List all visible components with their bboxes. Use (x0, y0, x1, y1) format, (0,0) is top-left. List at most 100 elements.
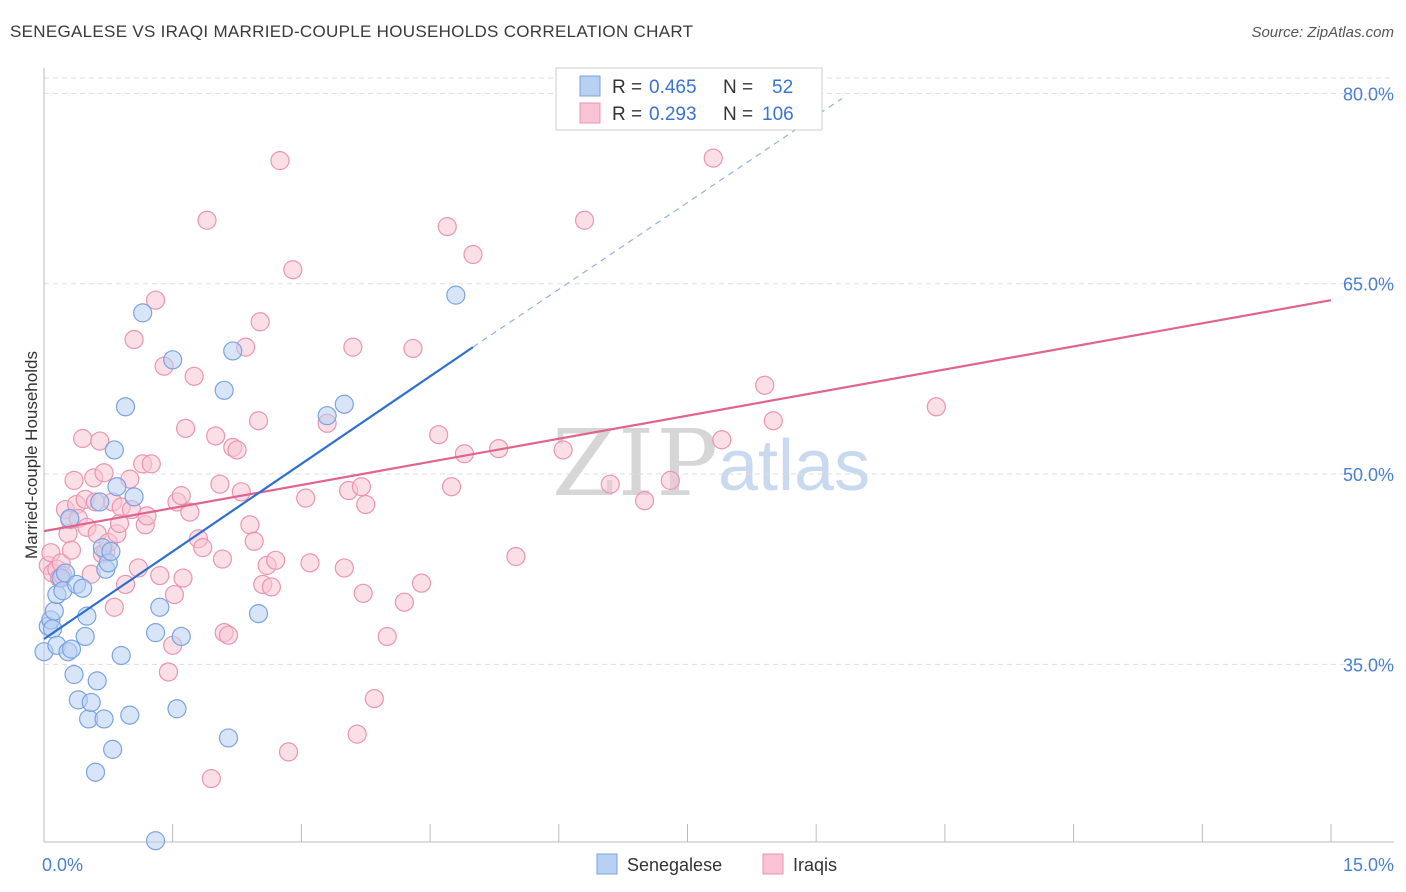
iraqis-point-89 (403, 338, 423, 359)
senegalese-point-16 (73, 578, 93, 598)
iraqis-point-50 (180, 502, 200, 522)
iraqis-point-67 (248, 411, 269, 431)
iraqis-point-34 (124, 329, 144, 350)
senegalese-point-20 (81, 692, 101, 713)
correlation-legend: R = 0.465 N = 52 R = 0.293 N = 106 (555, 67, 823, 131)
iraqis-point-100 (600, 474, 620, 494)
iraqis-point-79 (334, 558, 354, 578)
senegalese-point-49 (446, 285, 466, 305)
senegalese-point-36 (133, 303, 153, 323)
iraqis-point-48 (173, 568, 193, 588)
iraqis-point-81 (343, 337, 363, 357)
iraqis-point-97 (506, 546, 526, 567)
bottom-legend-swatch-iraqis (762, 853, 784, 875)
iraqis-point-39 (141, 454, 161, 474)
iraqis-point-55 (201, 768, 221, 789)
iraqis-point-43 (158, 662, 179, 682)
iraqis-point-49 (175, 418, 196, 438)
senegalese-point-43 (214, 380, 234, 400)
legend-r-value-senegalese: 0.465 (649, 77, 697, 98)
series-legend: Senegalese Iraqis (596, 853, 837, 875)
iraqis-point-83 (351, 477, 372, 497)
senegalese-point-21 (85, 762, 106, 782)
iraqis-point-65 (240, 515, 260, 535)
senegalese-point-28 (101, 541, 121, 562)
iraqis-point-105 (755, 375, 775, 395)
iraqis-point-75 (283, 260, 303, 280)
gridlines (44, 77, 1394, 665)
senegalese-point-42 (171, 626, 191, 647)
iraqis-point-98 (553, 440, 573, 460)
chart-title: SENEGALESE VS IRAQI MARRIED-COUPLE HOUSE… (10, 22, 694, 41)
iraqis-point-56 (206, 426, 226, 446)
y-tick-labels: 35.0% 50.0% 65.0% 80.0% (1343, 84, 1394, 675)
senegalese-trend-extension (472, 97, 843, 348)
x-tick-label-min: 0.0% (42, 855, 83, 875)
legend-r-value-iraqis: 0.293 (649, 104, 697, 125)
iraqis-point-58 (212, 549, 233, 569)
y-tick-label-80: 80.0% (1343, 84, 1394, 104)
legend-n-value-senegalese: 52 (772, 77, 793, 98)
y-tick-label-65: 65.0% (1343, 275, 1394, 295)
iraqis-point-40 (145, 290, 166, 310)
legend-r-label-iraqis: R = (612, 104, 642, 125)
iraqis-point-10 (61, 540, 82, 560)
source-label: Source: ZipAtlas.com (1251, 24, 1394, 41)
legend-swatch-senegalese (579, 75, 601, 97)
iraqis-point-27 (104, 597, 124, 617)
iraqis-point-95 (463, 244, 483, 265)
senegalese-point-41 (167, 699, 187, 719)
bottom-legend-swatch-senegalese (596, 853, 618, 875)
iraqis-point-73 (270, 151, 290, 171)
iraqis-point-88 (394, 592, 414, 612)
senegalese-point-35 (124, 487, 144, 507)
iraqis-point-47 (171, 486, 191, 506)
senegalese-point-32 (111, 645, 131, 666)
iraqis-point-103 (703, 148, 723, 168)
watermark-atlas: atlas (718, 426, 870, 506)
legend-n-value-iraqis: 106 (762, 104, 794, 125)
iraqis-point-77 (300, 553, 320, 573)
iraqis-point-57 (210, 474, 230, 494)
iraqis-point-41 (150, 565, 170, 586)
senegalese-point-29 (103, 739, 123, 759)
senegalese-point-22 (87, 671, 107, 691)
senegalese-points (34, 285, 466, 851)
iraqis-point-102 (660, 470, 680, 490)
iraqis-point-51 (184, 366, 204, 386)
senegalese-point-31 (107, 477, 127, 497)
senegalese-point-12 (61, 639, 82, 659)
y-tick-label-35: 35.0% (1343, 655, 1394, 675)
legend-swatch-iraqis (579, 102, 601, 124)
iraqis-point-72 (266, 550, 286, 570)
senegalese-trend-line (43, 346, 474, 640)
iraqis-point-106 (763, 411, 783, 431)
legend-n-label-senegalese: N = (723, 77, 753, 98)
iraqis-point-99 (574, 210, 595, 230)
trend-lines (43, 97, 1332, 640)
iraqis-point-92 (437, 217, 457, 237)
watermark-zip: ZIP (552, 410, 720, 517)
iraqis-point-63 (231, 482, 251, 502)
y-tick-label-50: 50.0% (1343, 465, 1394, 485)
iraqis-point-38 (137, 506, 157, 526)
iraqis-point-93 (441, 477, 462, 497)
senegalese-point-38 (145, 623, 166, 643)
senegalese-point-33 (115, 397, 136, 417)
iraqis-point-85 (356, 494, 376, 515)
senegalese-point-48 (334, 394, 354, 414)
iraqis-point-62 (227, 440, 247, 460)
senegalese-point-17 (75, 626, 95, 647)
senegalese-point-39 (150, 597, 170, 617)
iraqis-point-86 (364, 689, 384, 709)
iraqis-point-107 (926, 397, 946, 417)
senegalese-point-37 (145, 831, 166, 851)
iraqis-point-66 (244, 531, 264, 551)
y-axis-title: Married-couple Households (22, 351, 41, 559)
bottom-legend-label-senegalese: Senegalese (627, 855, 722, 875)
iraqis-point-54 (197, 210, 217, 230)
iraqis-point-23 (94, 463, 114, 483)
senegalese-point-13 (64, 664, 84, 685)
bottom-legend-label-iraqis: Iraqis (793, 855, 837, 875)
